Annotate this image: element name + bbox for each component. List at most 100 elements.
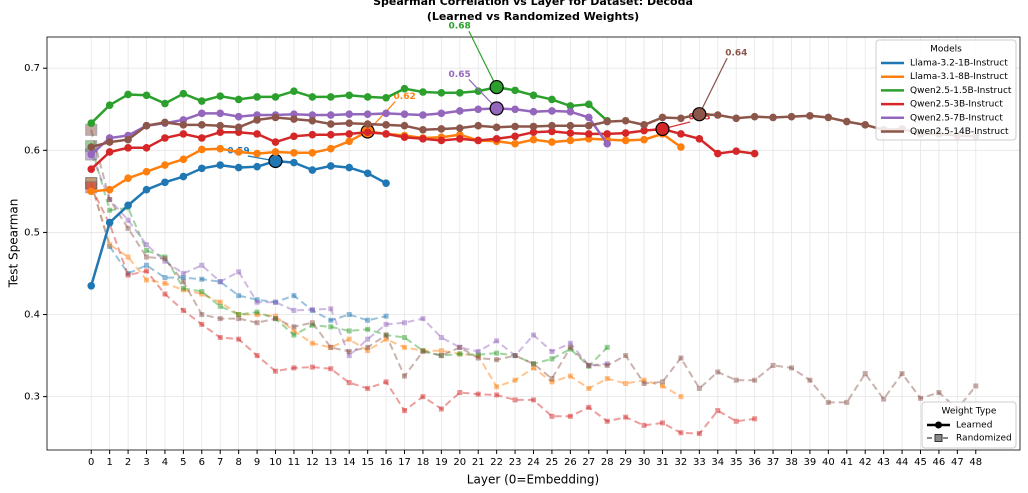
randomized-marker <box>365 344 371 350</box>
randomized-marker <box>494 384 500 390</box>
randomized-marker <box>291 328 297 334</box>
x-tick-label: 8 <box>235 457 241 468</box>
randomized-marker <box>752 416 758 422</box>
x-tick-label: 44 <box>896 457 909 468</box>
randomized-marker <box>144 277 150 283</box>
randomized-marker <box>328 324 334 330</box>
legend-label: Randomized <box>956 434 1012 444</box>
learned-marker <box>216 144 225 153</box>
randomized-marker <box>125 217 131 223</box>
randomized-marker <box>494 338 500 344</box>
learned-marker <box>437 89 446 97</box>
learned-marker <box>566 129 575 137</box>
learned-marker <box>529 91 538 100</box>
learned-marker <box>419 125 427 134</box>
learned-marker <box>713 111 722 119</box>
randomized-marker <box>549 348 555 354</box>
x-tick-label: 11 <box>288 457 301 468</box>
learned-marker <box>326 93 335 101</box>
learned-marker <box>621 116 630 125</box>
chart-subtitle: (Learned vs Randomized Weights) <box>427 10 639 23</box>
learned-marker <box>271 148 280 156</box>
learned-marker <box>695 135 704 143</box>
randomized-marker <box>199 276 205 282</box>
x-tick-label: 26 <box>564 457 577 468</box>
learned-marker <box>677 143 685 151</box>
learned-marker <box>142 185 151 194</box>
x-tick-label: 35 <box>730 457 743 468</box>
x-tick-label: 22 <box>490 457 503 468</box>
learned-marker <box>382 121 390 129</box>
randomized-marker <box>402 320 408 326</box>
x-tick-label: 34 <box>711 457 724 468</box>
randomized-marker <box>641 377 647 383</box>
randomized-marker <box>162 256 168 262</box>
learned-marker <box>363 110 372 118</box>
randomized-marker <box>254 353 260 359</box>
randomized-marker <box>678 394 684 400</box>
learned-marker <box>253 130 261 138</box>
randomized-marker <box>144 247 150 253</box>
randomized-marker <box>107 242 113 248</box>
randomized-marker <box>531 365 536 371</box>
peak-marker <box>489 101 504 116</box>
randomized-marker <box>475 391 481 397</box>
randomized-marker <box>659 383 665 389</box>
randomized-marker <box>254 309 260 315</box>
x-tick-label: 13 <box>324 457 337 468</box>
y-tick-label: 0.4 <box>24 310 40 321</box>
randomized-marker <box>825 399 831 405</box>
y-tick-label: 0.7 <box>24 63 40 74</box>
randomized-marker <box>328 317 334 323</box>
learned-marker <box>216 121 225 130</box>
x-tick-label: 33 <box>693 457 706 468</box>
learned-marker <box>492 135 501 143</box>
learned-marker <box>197 109 206 118</box>
randomized-marker <box>180 275 186 281</box>
x-tick-label: 27 <box>582 457 595 468</box>
x-tick-label: 9 <box>254 457 260 468</box>
learned-marker <box>197 134 206 142</box>
learned-marker <box>658 113 667 122</box>
peak-label: 0.68 <box>449 22 471 32</box>
learned-marker <box>197 145 206 154</box>
learned-marker <box>787 112 796 121</box>
randomized-marker <box>604 418 610 424</box>
learned-marker <box>290 148 298 157</box>
randomized-marker <box>936 390 942 396</box>
learned-marker <box>234 95 243 104</box>
learned-marker <box>621 136 630 145</box>
randomized-marker <box>402 373 408 379</box>
randomized-line <box>90 182 387 322</box>
learned-marker <box>713 149 722 158</box>
learned-marker <box>511 139 519 148</box>
randomized-marker <box>383 379 389 385</box>
randomized-marker <box>475 352 481 358</box>
learned-marker <box>677 130 685 138</box>
learned-marker <box>382 179 390 187</box>
randomized-marker <box>346 353 352 359</box>
learned-marker <box>419 111 427 119</box>
learned-marker <box>548 127 556 136</box>
legend-box <box>875 39 1017 141</box>
x-tick-label: 46 <box>933 457 946 468</box>
x-tick-label: 17 <box>398 457 411 468</box>
legend-swatch-marker <box>935 421 942 429</box>
randomized-marker <box>567 344 573 350</box>
randomized-marker <box>696 385 702 391</box>
randomized-marker <box>641 422 647 428</box>
learned-marker <box>640 121 648 129</box>
randomized-marker <box>365 336 371 342</box>
learned-marker <box>105 101 114 109</box>
randomized-marker <box>512 397 518 403</box>
legend-swatch-marker <box>934 434 943 442</box>
legend-label: Llama-3.2-1B-Instruct <box>910 59 1008 69</box>
learned-marker <box>197 97 206 105</box>
randomized-marker <box>752 377 758 383</box>
randomized-marker <box>623 414 629 420</box>
randomized-marker <box>494 357 500 363</box>
randomized-marker <box>217 335 223 341</box>
randomized-marker <box>365 317 371 323</box>
learned-marker <box>584 113 593 122</box>
